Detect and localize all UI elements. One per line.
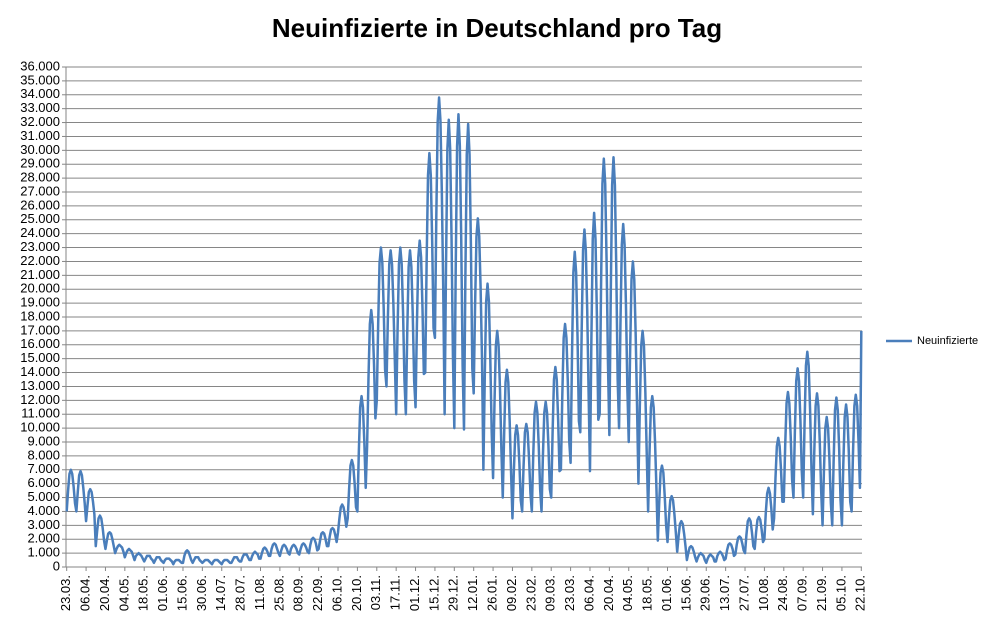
y-tick-label: 8.000 (27, 447, 60, 462)
y-tick-label: 1.000 (27, 545, 60, 560)
x-tick-label: 10.08. (756, 575, 771, 611)
x-tick-label: 12.01. (465, 575, 480, 611)
x-tick-label: 04.05. (116, 575, 131, 611)
chart-title: Neuinfizierte in Deutschland pro Tag (272, 13, 722, 43)
series-line (65, 96, 863, 566)
x-tick-label: 29.06. (698, 575, 713, 611)
x-tick-label: 26.01. (485, 575, 500, 611)
x-tick-label: 20.10. (349, 575, 364, 611)
x-tick-label: 15.06. (678, 575, 693, 611)
y-tick-label: 34.000 (20, 86, 60, 101)
y-tick-label: 6.000 (27, 475, 60, 490)
x-tick-label: 03.11. (368, 575, 383, 610)
x-tick-label: 24.08. (775, 575, 790, 611)
y-tick-label: 4.000 (27, 503, 60, 518)
x-tick-label: 18.05. (136, 575, 151, 611)
y-tick-label: 9.000 (27, 433, 60, 448)
x-tick-label: 30.06. (194, 575, 209, 611)
x-tick-label: 28.07. (233, 575, 248, 611)
x-tick-label: 21.09. (814, 575, 829, 611)
x-tick-label: 09.02. (504, 575, 519, 611)
x-tick-label: 15.12. (426, 575, 441, 611)
x-tick-label: 14.07. (213, 575, 228, 611)
x-tick-label: 04.05. (620, 575, 635, 611)
y-tick-label: 7.000 (27, 461, 60, 476)
y-tick-label: 28.000 (20, 170, 60, 185)
y-tick-label: 23.000 (20, 239, 60, 254)
x-tick-label: 22.09. (310, 575, 325, 611)
x-tick-label: 23.03. (562, 575, 577, 611)
x-tick-label: 25.08. (271, 575, 286, 611)
y-tick-label: 12.000 (20, 392, 60, 407)
x-tick-label: 06.04. (78, 575, 93, 611)
x-tick-label: 07.09. (795, 575, 810, 611)
x-tick-label: 11.08. (252, 575, 267, 610)
y-tick-label: 22.000 (20, 253, 60, 268)
y-tick-label: 0 (53, 558, 60, 573)
x-tick-label: 20.04. (601, 575, 616, 611)
x-tick-label: 29.12. (446, 575, 461, 611)
y-tick-label: 10.000 (20, 420, 60, 435)
x-tick-label: 09.03. (543, 575, 558, 611)
y-tick-label: 24.000 (20, 225, 60, 240)
y-tick-label: 21.000 (20, 267, 60, 282)
y-tick-label: 16.000 (20, 336, 60, 351)
y-tick-label: 35.000 (20, 72, 60, 87)
x-tick-label: 27.07. (736, 575, 751, 611)
x-tick-label: 22.10. (853, 575, 868, 611)
y-tick-label: 20.000 (20, 281, 60, 296)
y-tick-label: 26.000 (20, 197, 60, 212)
x-tick-label: 01.12. (407, 575, 422, 611)
y-tick-label: 14.000 (20, 364, 60, 379)
y-tick-label: 27.000 (20, 183, 60, 198)
y-tick-label: 11.000 (21, 406, 60, 421)
x-tick-label: 23.03. (58, 575, 73, 611)
y-tick-label: 32.000 (20, 114, 60, 129)
legend-label: Neuinfizierte (917, 335, 978, 347)
y-tick-label: 25.000 (20, 211, 60, 226)
x-tick-label: 01.06. (659, 575, 674, 611)
x-tick-label: 01.06. (155, 575, 170, 611)
y-tick-label: 31.000 (20, 128, 60, 143)
y-tick-label: 5.000 (27, 489, 60, 504)
y-tick-label: 2.000 (27, 531, 60, 546)
y-tick-label: 30.000 (20, 142, 60, 157)
x-tick-label: 08.09. (291, 575, 306, 611)
y-tick-label: 18.000 (20, 308, 60, 323)
x-tick-label: 23.02. (523, 575, 538, 611)
x-tick-label: 18.05. (640, 575, 655, 611)
x-tick-label: 20.04. (97, 575, 112, 611)
y-tick-label: 13.000 (20, 378, 60, 393)
x-tick-label: 06.10. (329, 575, 344, 611)
x-tick-label: 15.06. (174, 575, 189, 611)
x-tick-label: 06.04. (581, 575, 596, 611)
y-tick-label: 3.000 (27, 517, 60, 532)
y-tick-label: 33.000 (20, 100, 60, 115)
y-tick-label: 29.000 (20, 156, 60, 171)
x-tick-label: 17.11. (388, 575, 403, 610)
y-tick-label: 17.000 (20, 322, 60, 337)
x-tick-label: 05.10. (833, 575, 848, 611)
x-tick-label: 13.07. (717, 575, 732, 611)
y-tick-label: 15.000 (20, 350, 60, 365)
y-tick-label: 19.000 (20, 295, 60, 310)
y-tick-label: 36.000 (20, 58, 60, 73)
